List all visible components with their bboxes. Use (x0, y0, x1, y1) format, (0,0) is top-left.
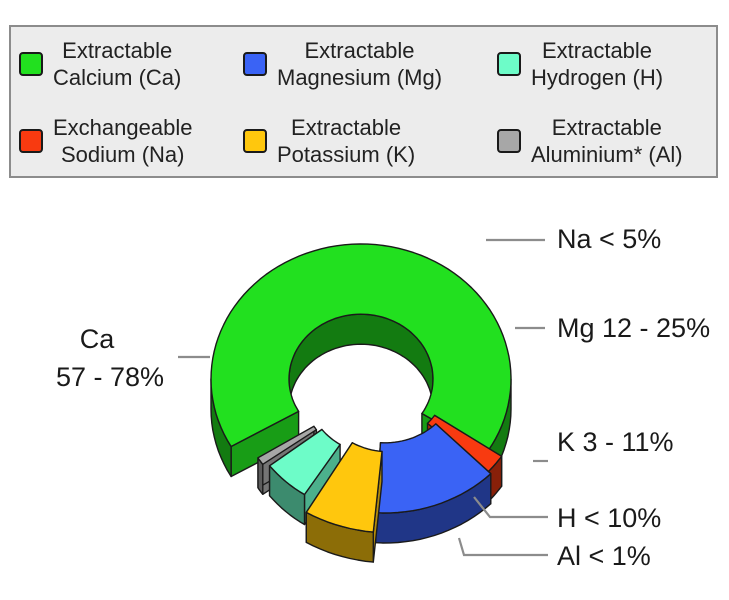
legend-item-mg: Extractable Magnesium (Mg) (243, 37, 442, 91)
legend-swatch-k (243, 129, 267, 153)
legend-label-mg: Extractable Magnesium (Mg) (277, 38, 443, 90)
legend-swatch-na (19, 129, 43, 153)
legend-swatch-mg (243, 52, 267, 76)
data-label-k: K 3 - 11% (557, 427, 674, 457)
legend-swatch-al (497, 129, 521, 153)
legend-item-ca: Extractable Calcium (Ca) (19, 37, 181, 91)
legend-label-al: Extractable Aluminium* (Al) (531, 115, 683, 167)
legend-label-k: Extractable Potassium (K) (277, 115, 416, 167)
leader-line-h (473, 496, 548, 519)
legend-label-h: Extractable Hydrogen (H) (531, 38, 664, 90)
data-label-al: Al < 1% (557, 541, 651, 571)
data-label-ca: Ca (80, 324, 115, 354)
legend-item-al: Extractable Aluminium* (Al) (497, 114, 683, 168)
legend-label-na: Exchangeable Sodium (Na) (53, 115, 193, 167)
chart-legend: Extractable Calcium (Ca) Extractable Magnes… (9, 25, 718, 178)
legend-item-h: Extractable Hydrogen (H) (497, 37, 663, 91)
legend-swatch-h (497, 52, 521, 76)
legend-swatch-ca (19, 52, 43, 76)
data-label-na: Na < 5% (557, 224, 661, 254)
slice-mg (375, 423, 492, 544)
legend-label-ca: Extractable Calcium (Ca) (53, 38, 182, 90)
data-label-ca-value: 57 - 78% (56, 362, 164, 392)
legend-item-k: Extractable Potassium (K) (243, 114, 415, 168)
data-label-h: H < 10% (557, 503, 661, 533)
leader-line-al (457, 537, 548, 557)
slice-k (305, 442, 383, 563)
legend-item-na: Exchangeable Sodium (Na) (19, 114, 192, 168)
data-label-mg: Mg 12 - 25% (557, 313, 710, 343)
